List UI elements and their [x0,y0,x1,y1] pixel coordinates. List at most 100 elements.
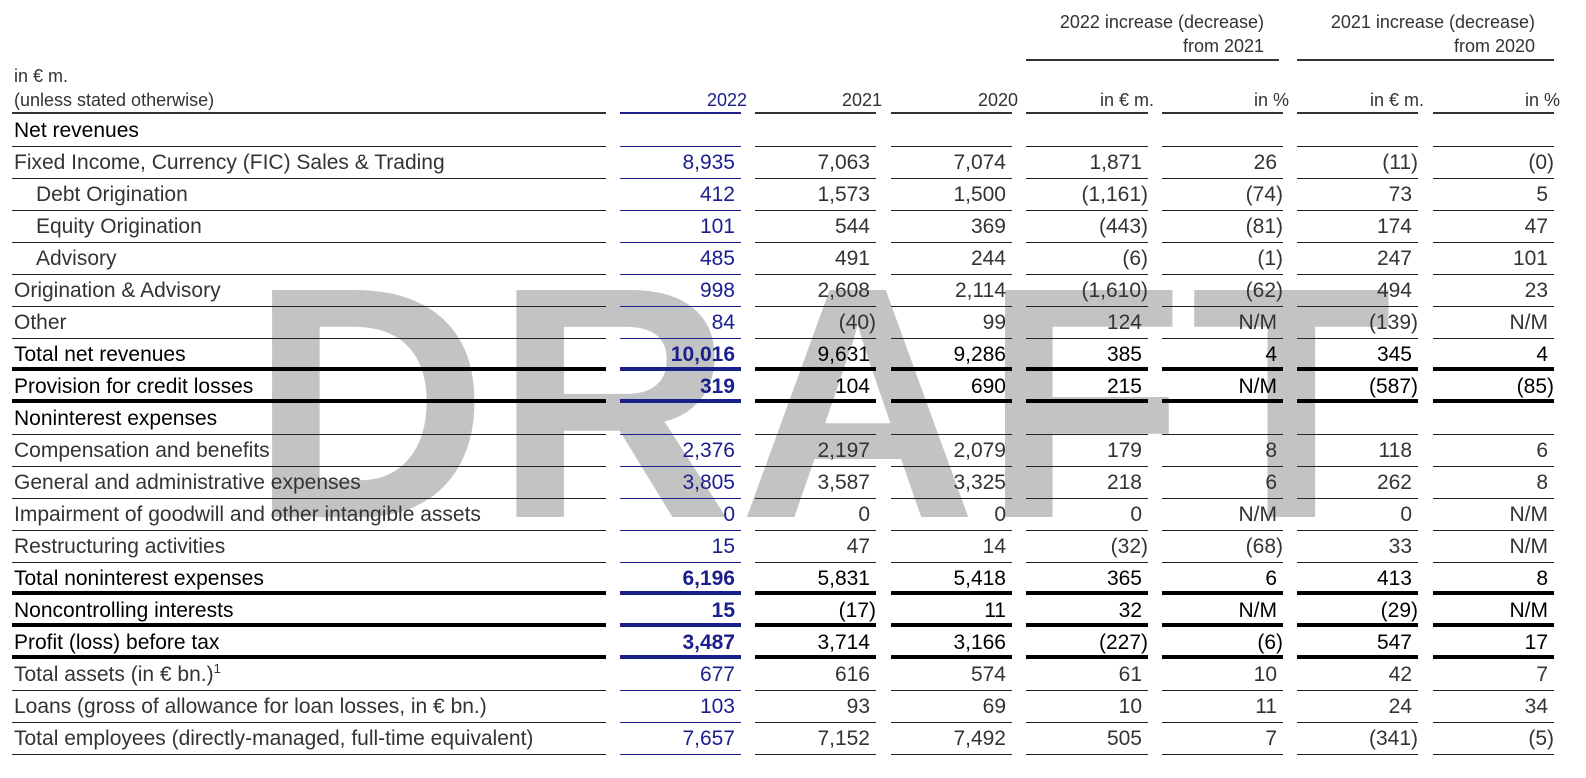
cell-rule [891,177,1012,179]
cell-rule [755,721,876,723]
value-cell: 0 [1400,503,1412,526]
row-label-text: Origination & Advisory [14,279,221,302]
cell-rule [1433,145,1554,147]
value-cell: 365 [1106,567,1142,590]
row-rule [12,721,606,723]
cell-rule [755,753,876,755]
row-label-text: Fixed Income, Currency (FIC) Sales & Tra… [14,151,445,174]
cell-rule [1297,753,1418,755]
row-label: Other [14,307,67,337]
value-cell: 2,376 [682,439,735,462]
table-row: Debt Origination 412 1,573 1,500 (1,161) (74)… [0,179,1586,211]
value-cell: 5,418 [953,567,1006,590]
row-label: Total noninterest expenses [14,563,264,593]
value-cell: 6 [1265,567,1277,590]
table-row: Other 84 (40) 99 124 N/M (139) N/M [0,307,1586,339]
cell-rule [1433,529,1554,531]
table-row: Total assets (in € bn.)1 677 616 574 61 10 42 7 [0,659,1586,691]
cell-rule [1297,529,1418,531]
cell-rule [1433,305,1554,307]
table-row: Total employees (directly-managed, full-… [0,723,1586,755]
cell-rule [755,465,876,467]
cell-rule [1026,305,1148,307]
row-label: Net revenues [14,115,139,145]
row-label: Noncontrolling interests [14,595,233,625]
cell-rule [1297,305,1418,307]
table-row: Impairment of goodwill and other intangi… [0,499,1586,531]
row-label: Loans (gross of allowance for loan losse… [14,691,487,721]
group2-header-line2: from 2020 [1453,36,1535,56]
value-cell: 2,079 [953,439,1006,462]
row-label: Profit (loss) before tax [14,627,219,657]
row-label: Equity Origination [36,211,202,241]
cell-rule [755,209,876,211]
cell-rule [1162,689,1283,691]
value-cell: 2,197 [817,439,870,462]
cell-rule [1433,689,1554,691]
value-cell: 3,166 [953,631,1006,654]
value-cell: 7 [1536,663,1548,686]
row-label-text: Total noninterest expenses [14,567,264,590]
column-header: 2021 [841,90,882,110]
value-cell: N/M [1238,375,1278,398]
value-cell: 118 [1378,439,1412,462]
table-row: Profit (loss) before tax 3,487 3,714 3,166 (… [0,627,1586,659]
value-cell: 17 [1524,631,1548,654]
row-rule [12,689,606,691]
row-label: Advisory [36,243,117,273]
cell-rule [1433,655,1554,659]
cell-rule [891,241,1012,243]
value-cell: 244 [970,247,1006,270]
cell-rule [1026,241,1148,243]
cell-rule [755,337,876,339]
value-cell: (443) [1098,215,1148,238]
cell-rule [620,623,741,627]
value-cell: 412 [699,183,735,206]
cell-rule [620,655,741,659]
cell-rule [620,177,741,179]
cell-rule [755,433,876,435]
column-header-rule [620,112,741,114]
cell-rule [1433,623,1554,627]
value-cell: (11) [1382,151,1418,174]
cell-rule [1297,465,1418,467]
row-label-text: Net revenues [14,119,139,142]
column-header-rule [891,112,1012,114]
cell-rule [1297,497,1418,499]
row-label: Noninterest expenses [14,403,217,433]
cell-rule [620,689,741,691]
value-cell: 0 [994,503,1006,526]
column-header: in € m. [1369,90,1424,110]
cell-rule [1162,753,1283,755]
value-cell: 73 [1388,183,1412,206]
cell-rule [891,689,1012,691]
cell-rule [1026,655,1148,659]
value-cell: 4 [1536,343,1548,366]
value-cell: 247 [1376,247,1412,270]
row-rule [12,367,606,371]
row-rule [12,433,606,435]
cell-rule [1297,655,1418,659]
cell-rule [1026,497,1148,499]
table-row: Loans (gross of allowance for loan losse… [0,691,1586,723]
row-label-text: Other [14,311,67,334]
cell-rule [891,273,1012,275]
cell-rule [1026,529,1148,531]
value-cell: (68) [1245,535,1283,558]
cell-rule [1433,177,1554,179]
row-rule [12,529,606,531]
value-cell: 24 [1388,695,1412,718]
row-label-text: Compensation and benefits [14,439,270,462]
cell-rule [1433,433,1554,435]
cell-rule [1433,561,1554,563]
value-cell: 7,152 [817,727,870,750]
column-header: in € m. [1099,90,1154,110]
group1-header-line1: 2022 increase (decrease) [1059,12,1264,32]
group1-header-line2: from 2021 [1182,36,1264,56]
column-header: 2022 [706,90,747,110]
row-rule [12,209,606,211]
table-row: Compensation and benefits 2,376 2,197 2,079… [0,435,1586,467]
value-cell: 10 [1253,663,1277,686]
value-cell: (40) [838,311,876,334]
cell-rule [1026,367,1148,371]
